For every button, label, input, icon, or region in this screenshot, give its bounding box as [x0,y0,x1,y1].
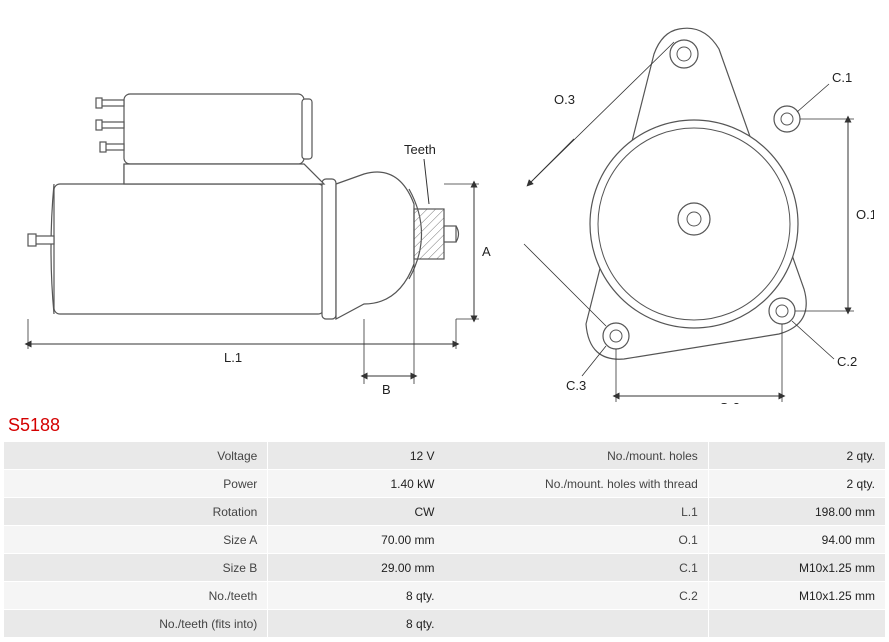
spec-value: 70.00 mm [268,526,444,553]
spec-label: C.1 [445,554,709,581]
front-view-svg: O.3 C.1 O.1 C.2 C.3 O.2 [514,4,874,404]
spec-value: 8 qty. [268,610,444,637]
spec-value: 29.00 mm [268,554,444,581]
spec-table: Voltage12 VPower1.40 kWRotationCWSize A7… [4,442,885,638]
spec-row: No./teeth (fits into)8 qty. [4,610,445,638]
spec-label [445,610,709,637]
spec-row: Size B29.00 mm [4,554,445,582]
spec-value: 2 qty. [709,470,885,497]
spec-label: No./teeth (fits into) [4,610,268,637]
spec-row: L.1198.00 mm [445,498,886,526]
spec-row: RotationCW [4,498,445,526]
spec-row: Voltage12 V [4,442,445,470]
part-id: S5188 [8,415,885,436]
label-O1: O.1 [856,207,874,222]
front-view-diagram: O.3 C.1 O.1 C.2 C.3 O.2 [514,4,874,407]
spec-label: C.2 [445,582,709,609]
spec-value: 198.00 mm [709,498,885,525]
spec-label: No./teeth [4,582,268,609]
diagram-row: Teeth A L.1 B [4,4,885,407]
spec-row: Power1.40 kW [4,470,445,498]
spec-label: O.1 [445,526,709,553]
label-C3: C.3 [566,378,586,393]
spec-value: M10x1.25 mm [709,554,885,581]
spec-col-left: Voltage12 VPower1.40 kWRotationCWSize A7… [4,442,445,638]
spec-value: M10x1.25 mm [709,582,885,609]
spec-row: No./mount. holes with thread2 qty. [445,470,886,498]
label-C1: C.1 [832,70,852,85]
spec-label: Voltage [4,442,268,469]
spec-label: No./mount. holes [445,442,709,469]
label-C2: C.2 [837,354,857,369]
label-O2: O.2 [719,400,740,404]
spec-row: O.194.00 mm [445,526,886,554]
side-view-diagram: Teeth A L.1 B [4,4,494,407]
spec-row: Size A70.00 mm [4,526,445,554]
spec-row: C.2M10x1.25 mm [445,582,886,610]
spec-value: 94.00 mm [709,526,885,553]
spec-label: Size B [4,554,268,581]
spec-col-right: No./mount. holes2 qty.No./mount. holes w… [445,442,886,638]
label-A: A [482,244,491,259]
spec-label: Rotation [4,498,268,525]
side-view-svg: Teeth A L.1 B [4,4,494,404]
spec-label: L.1 [445,498,709,525]
spec-label: No./mount. holes with thread [445,470,709,497]
spec-row: No./mount. holes2 qty. [445,442,886,470]
spec-value [709,610,885,637]
spec-row: C.1M10x1.25 mm [445,554,886,582]
spec-row: No./teeth8 qty. [4,582,445,610]
spec-row [445,610,886,638]
label-L1: L.1 [224,350,242,365]
spec-value: 12 V [268,442,444,469]
spec-value: 8 qty. [268,582,444,609]
label-teeth: Teeth [404,142,436,157]
spec-value: 2 qty. [709,442,885,469]
label-O3: O.3 [554,92,575,107]
spec-value: 1.40 kW [268,470,444,497]
label-B: B [382,382,391,397]
spec-label: Power [4,470,268,497]
spec-value: CW [268,498,444,525]
spec-label: Size A [4,526,268,553]
